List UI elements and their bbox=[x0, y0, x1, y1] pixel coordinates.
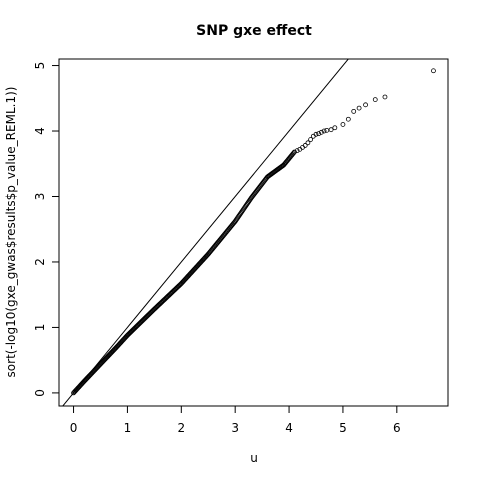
data-point bbox=[318, 129, 324, 135]
x-tick-label: 4 bbox=[285, 421, 293, 435]
data-point bbox=[328, 127, 334, 133]
data-point bbox=[308, 137, 314, 142]
data-point bbox=[340, 122, 346, 127]
data-point bbox=[321, 128, 327, 134]
reference-line bbox=[62, 59, 349, 406]
data-point bbox=[291, 150, 297, 156]
data-point bbox=[305, 140, 311, 146]
data-point bbox=[372, 97, 378, 102]
y-axis: 0 1 2 3 4 5 bbox=[33, 62, 60, 397]
data-point bbox=[351, 108, 357, 114]
data-point bbox=[313, 131, 319, 137]
data-point bbox=[292, 149, 297, 155]
x-axis: 0 1 2 3 4 5 6 bbox=[70, 405, 401, 435]
data-point bbox=[382, 94, 388, 100]
data-point bbox=[316, 131, 322, 137]
data-point bbox=[345, 116, 351, 122]
data-point bbox=[324, 127, 330, 133]
y-tick-label: 1 bbox=[33, 324, 47, 332]
x-tick-label: 5 bbox=[339, 421, 347, 435]
plot-area bbox=[62, 59, 436, 406]
x-tick-label: 1 bbox=[124, 421, 132, 435]
data-point bbox=[363, 102, 368, 108]
x-tick-label: 2 bbox=[177, 421, 185, 435]
data-point bbox=[294, 148, 300, 154]
chart-title: SNP gxe effect bbox=[196, 23, 312, 39]
y-axis-label: sort(-log10(gxe_gwas$results$p_value_REM… bbox=[4, 87, 18, 378]
data-point bbox=[356, 105, 362, 111]
plot-frame bbox=[58, 58, 449, 407]
x-axis-label: u bbox=[250, 451, 258, 465]
x-tick-label: 6 bbox=[393, 421, 401, 435]
data-point bbox=[302, 143, 308, 148]
y-tick-label: 2 bbox=[33, 258, 47, 266]
data-point bbox=[332, 125, 338, 131]
data-point bbox=[431, 68, 436, 74]
x-tick-label: 0 bbox=[70, 421, 78, 435]
x-tick-label: 3 bbox=[231, 421, 239, 435]
y-tick-label: 5 bbox=[33, 62, 47, 70]
y-tick-label: 4 bbox=[33, 127, 47, 135]
y-tick-label: 3 bbox=[33, 193, 47, 201]
y-tick-label: 0 bbox=[33, 389, 47, 397]
